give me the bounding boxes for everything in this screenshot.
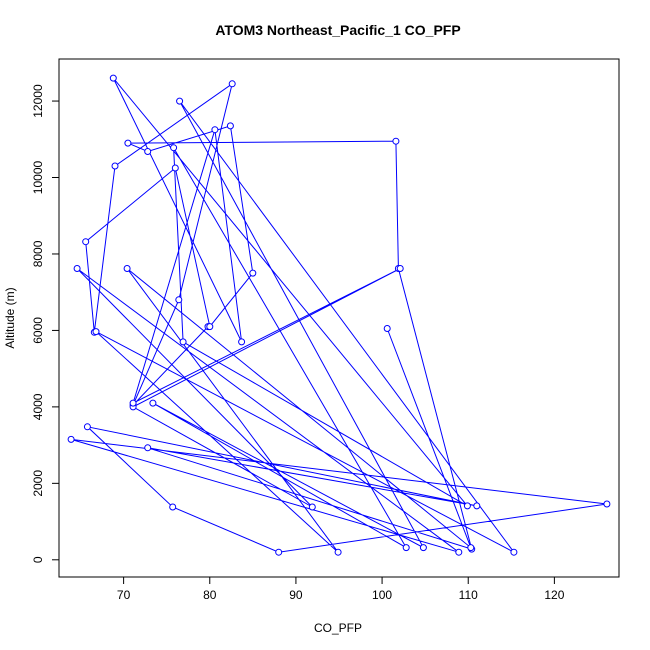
data-point — [169, 503, 177, 511]
x-tick-label: 100 — [372, 588, 392, 602]
data-point — [129, 399, 137, 407]
y-tick-label: 0 — [31, 556, 45, 563]
data-point — [455, 548, 463, 556]
data-point — [467, 544, 475, 552]
y-axis-label: Altitude (m) — [3, 287, 17, 348]
data-point — [249, 269, 257, 277]
data-point — [238, 338, 246, 346]
x-axis-label: CO_PFP — [314, 621, 362, 635]
data-point — [396, 265, 404, 272]
data-point — [144, 444, 152, 452]
data-point — [82, 238, 90, 246]
data-point — [149, 399, 157, 407]
data-point — [92, 328, 100, 336]
y-tick-label: 10000 — [31, 161, 45, 195]
data-point — [67, 435, 75, 443]
data-point — [109, 74, 117, 82]
data-point — [308, 503, 316, 511]
y-tick-label: 6000 — [31, 317, 45, 344]
chart-title: ATOM3 Northeast_Pacific_1 CO_PFP — [215, 22, 460, 38]
series-polyline — [70, 77, 607, 553]
data-point — [171, 164, 179, 172]
data-point — [275, 548, 283, 556]
data-point — [419, 544, 427, 552]
data-point — [176, 97, 184, 105]
series-points — [67, 74, 611, 556]
data-point — [179, 338, 187, 346]
data-point — [510, 548, 518, 556]
x-tick-label: 70 — [117, 588, 131, 602]
data-point — [175, 296, 183, 304]
y-tick-label: 4000 — [31, 393, 45, 420]
data-point — [334, 548, 342, 556]
x-tick-label: 120 — [544, 588, 564, 602]
x-tick-label: 90 — [289, 588, 303, 602]
x-axis: 70 80 90 100 110 120 — [117, 576, 565, 602]
data-point — [392, 137, 400, 145]
data-point — [603, 500, 611, 508]
x-tick-label: 110 — [459, 588, 478, 602]
y-tick-label: 12000 — [31, 84, 45, 118]
x-tick-label: 80 — [203, 588, 217, 602]
data-point — [402, 544, 410, 552]
data-point — [124, 139, 132, 147]
data-point — [73, 265, 81, 272]
data-point — [170, 144, 178, 152]
y-tick-label: 8000 — [31, 240, 45, 267]
data-point — [144, 148, 152, 155]
data-point — [206, 323, 214, 331]
data-point — [383, 325, 391, 332]
data-point — [473, 502, 481, 510]
series-line — [70, 77, 607, 553]
data-point — [123, 265, 131, 272]
data-point — [463, 502, 471, 510]
y-tick-label: 2000 — [31, 470, 45, 497]
data-point — [83, 423, 91, 431]
data-point — [228, 80, 236, 88]
data-point — [111, 162, 119, 170]
data-point — [226, 122, 234, 130]
y-axis: 0 2000 4000 6000 8000 10000 12000 — [31, 84, 60, 563]
data-point — [211, 126, 219, 134]
